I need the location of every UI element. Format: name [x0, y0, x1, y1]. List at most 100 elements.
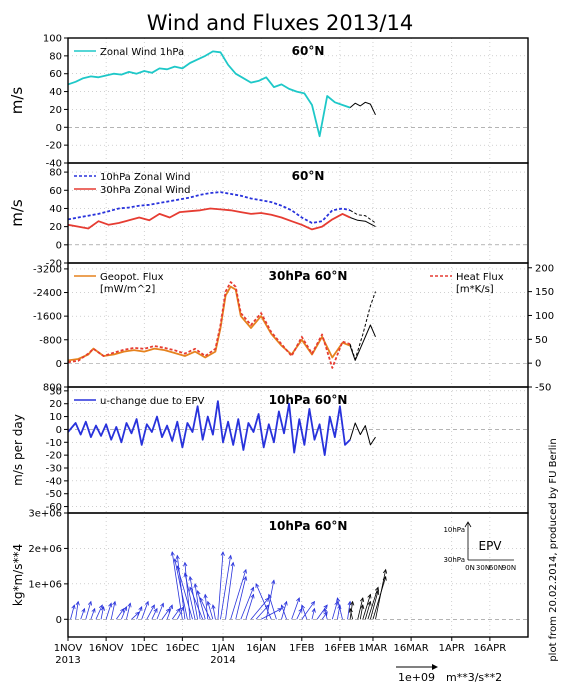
arrow-head [243, 575, 248, 581]
legend-entry: u-change due to EPV [74, 396, 205, 407]
flux-arrow [364, 600, 372, 620]
arrow-shaft [126, 603, 131, 620]
y2-tick-label: 0 [535, 359, 541, 370]
y2-tick-label: 100 [535, 311, 554, 322]
y2-tick-label: 150 [535, 287, 554, 298]
arrow-shaft [189, 587, 204, 620]
flux-arrow [100, 605, 105, 620]
arrow-head [203, 593, 208, 599]
flux-arrow [95, 604, 103, 620]
arrow-shaft [75, 601, 79, 620]
panel-frame [67, 512, 529, 638]
x-tick-label: 16FEB [324, 643, 356, 654]
y-tick-label: 800 [43, 383, 62, 394]
flux-arrow [301, 604, 308, 620]
arrow-shaft [311, 608, 315, 620]
panel-p1: -40 -20 0 20 40 60 80 100 60°N m/s Zonal Wind 1hPa [8, 34, 529, 170]
arrow-shaft [362, 594, 371, 620]
arrow-head [242, 568, 247, 574]
arrow-shaft [204, 594, 209, 620]
arrow-head [283, 600, 288, 606]
flux-arrow [280, 604, 287, 620]
flux-arrow [281, 600, 288, 620]
arrow-scale-head [432, 664, 438, 670]
y2-tick-label: 50 [535, 335, 548, 346]
arrow-shaft [80, 608, 85, 620]
flux-arrow [331, 600, 339, 620]
arrow-shaft [235, 576, 247, 620]
flux-arrow [316, 604, 328, 620]
inset-x-label: 60N [489, 564, 503, 572]
arrow-head [280, 604, 285, 610]
flux-arrow [359, 604, 365, 620]
y-tick-label: 100 [43, 34, 62, 45]
panel-title: 10hPa 60°N [269, 519, 348, 533]
flux-arrow [311, 607, 316, 620]
flux-arrow [220, 554, 233, 620]
arrow-shaft [331, 601, 338, 620]
arrow-head [230, 561, 235, 567]
series-line [68, 281, 351, 369]
arrow-shaft [184, 573, 196, 620]
arrow-head [127, 602, 132, 608]
flux-arrow [357, 597, 365, 620]
arrow-head [165, 607, 171, 613]
inset-y-label: 30hPa [443, 556, 465, 564]
x-axis: 1NOV 16NOV 1DEC 16DEC 1JAN 16JAN 1FEB 16FEB 1MAR… [54, 637, 506, 666]
arrow-shaft [197, 590, 206, 620]
arrow-shaft [324, 608, 328, 620]
arrow-head [183, 561, 188, 567]
arrow-shaft [225, 562, 234, 620]
arrow-shaft [321, 611, 328, 620]
y2-tick-label: 200 [535, 263, 554, 274]
flux-arrow [75, 600, 80, 620]
x-tick-label: 1NOV [54, 643, 83, 654]
arrow-scale: 1e+09 m**3/s**2 [396, 664, 502, 684]
legend-label: [mW/m^2] [100, 284, 155, 295]
arrow-head [336, 597, 341, 602]
arrow-head [196, 589, 201, 595]
arrow-head [175, 554, 180, 560]
flux-arrow [156, 602, 164, 620]
panel-p4: -60 -50 -40-30 -20 -10 0 10 20 30 10hPa 60°N m/s p… [11, 386, 529, 514]
y-tick-label: 1e+06 [28, 579, 62, 590]
arrow-scale-label: 1e+09 [398, 671, 435, 684]
x-tick-label: 1FEB [289, 643, 314, 654]
legend-label: u-change due to EPV [100, 396, 205, 407]
arrow-head [250, 586, 255, 592]
y-tick-label: 0 [56, 425, 62, 436]
x-tick-label: 16MAR [394, 643, 429, 654]
arrow-head [382, 568, 388, 574]
flux-arrow [171, 607, 181, 620]
legend-label: Geopot. Flux [100, 272, 164, 283]
arrow-head [199, 597, 204, 603]
arrow-shaft [166, 604, 173, 620]
arrow-shaft [268, 594, 277, 620]
legend-entry: Zonal Wind 1hPa [74, 47, 184, 58]
arrow-shaft [255, 583, 272, 620]
y-tick-label: 60 [49, 186, 62, 197]
x-tick-label: 1APR [439, 643, 465, 654]
data-layer [68, 281, 376, 369]
arrow-head [169, 604, 173, 610]
arrow-head [310, 600, 316, 606]
flux-arrow [336, 597, 343, 620]
flux-arrow [203, 593, 209, 620]
series-line [349, 101, 376, 116]
arrow-shaft [184, 562, 191, 620]
x-tick-label: 16NOV [89, 643, 124, 654]
x-tick-label: 16JAN [246, 643, 276, 654]
y-tick-label: 20 [49, 399, 62, 410]
arrow-head [301, 604, 305, 610]
inset-title: EPV [478, 539, 502, 553]
arrow-head [91, 607, 96, 613]
series-line [349, 217, 376, 228]
flux-arrow [250, 597, 270, 620]
arrow-shaft [359, 605, 364, 620]
arrow-head [183, 572, 188, 578]
panel-p3: -3200 -2400 -1600 -800 0 800 -50 0 50 100 150 200 30… [33, 262, 554, 394]
arrow-shaft [357, 597, 364, 620]
flux-arrow [206, 600, 214, 620]
arrow-shaft [70, 605, 75, 620]
y-tick-label: -30 [46, 464, 62, 475]
